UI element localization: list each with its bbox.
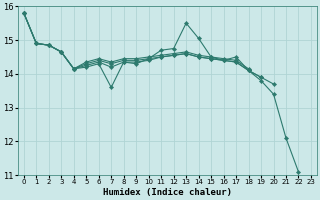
X-axis label: Humidex (Indice chaleur): Humidex (Indice chaleur) <box>103 188 232 197</box>
